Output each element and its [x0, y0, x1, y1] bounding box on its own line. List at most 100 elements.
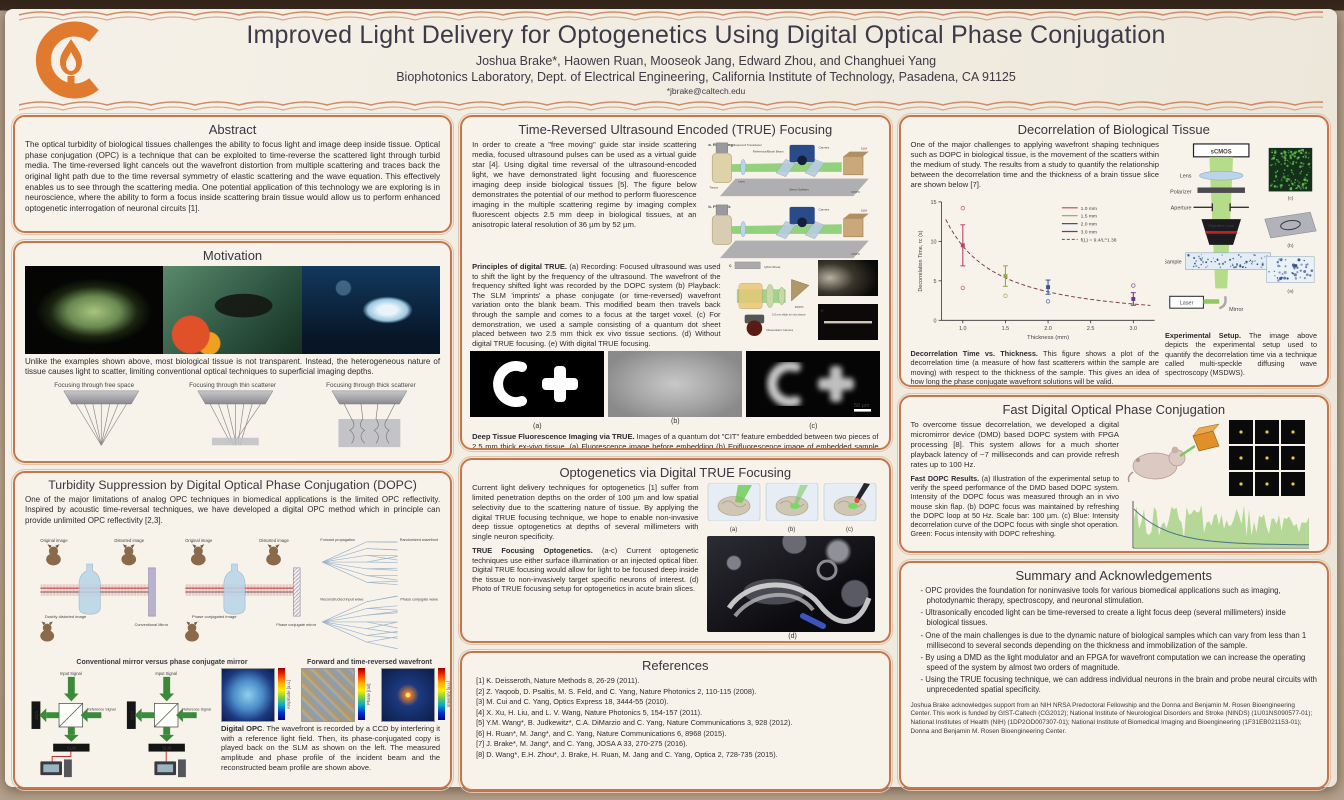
- poster-affiliation: Biophotonics Laboratory, Dept. of Electr…: [396, 70, 1016, 84]
- motivation-body: Unlike the examples shown above, most bi…: [25, 357, 441, 377]
- summary-section: Summary and Acknowledgements OPC provide…: [896, 559, 1332, 791]
- label-slm: SLM: [860, 147, 867, 151]
- decorrelation-body: One of the major challenges to applying …: [910, 140, 1159, 189]
- focused-light-panel: (b): [765, 482, 819, 533]
- opto-label-c: (c): [846, 527, 854, 533]
- deep-tissue-caption: Deep Tissue Fluorescence Imaging via TRU…: [472, 432, 879, 450]
- focusing-diagram: [63, 390, 408, 448]
- abstract-title: Abstract: [208, 122, 257, 137]
- experimental-setup-caption: Experimental Setup. The image above depi…: [1165, 331, 1317, 378]
- references-title: References: [642, 658, 709, 673]
- label-ultrasound-transducer: Ultrasound Transducer: [731, 143, 761, 147]
- label-lens: Lens: [738, 180, 745, 184]
- label-phase-conjugate-wave: Phase conjugate wave: [400, 598, 438, 602]
- label-mirror: Mirror: [1229, 307, 1243, 313]
- left-column: Abstract The optical turbidity of biolog…: [10, 113, 455, 791]
- label-slm-2: SLM: [860, 209, 867, 213]
- fast-dopc-figures: [1125, 420, 1317, 551]
- glasswing-butterfly-photo: [163, 266, 302, 354]
- label-tissue-thickness: 2.5 mm thick ex vivo tissue: [772, 313, 806, 317]
- summary-title: Summary and Acknowledgements: [1015, 568, 1213, 583]
- true-diagrams: a. Recording Ultrasound Transducer Tissu…: [703, 140, 879, 260]
- label-qdot-sheet: QDot Sheet: [764, 265, 780, 269]
- label-slm-bar: SLM: [67, 746, 76, 751]
- label-camera: Camera: [818, 146, 829, 150]
- opto-label-a: (a): [729, 527, 738, 533]
- svg-text:2.0 mm: 2.0 mm: [1080, 222, 1096, 228]
- svg-text:1.0 mm: 1.0 mm: [1080, 206, 1096, 212]
- references-list: [1] K. Deisseroth, Nature Methods 8, 26-…: [472, 676, 878, 761]
- label-phase-conjugated-image: Phase conjugated image: [192, 614, 237, 619]
- label-dopc-3: DOPC: [794, 305, 804, 309]
- svg-text:2.0: 2.0: [1044, 326, 1052, 332]
- optogenetics-title: Optogenetics via Digital TRUE Focusing: [559, 465, 792, 480]
- label-distorted-image-1: Distorted image: [114, 538, 144, 543]
- sublabel-c: (c): [809, 423, 818, 431]
- abstract-body: The optical turbidity of biological tiss…: [25, 140, 441, 213]
- reference-item: [5] Y.M. Wang*, B. Judkewitz*, C.A. DiMa…: [476, 718, 793, 728]
- optogenetics-section: Optogenetics via Digital TRUE Focusing C…: [458, 456, 893, 645]
- true-body: In order to create a "free moving" guide…: [472, 140, 697, 229]
- label-laser: Laser: [1180, 301, 1194, 307]
- decorrelation-section: Decorrelation of Biological Tissue One o…: [896, 113, 1332, 389]
- fluorescence-true: 50 µm (c): [746, 351, 881, 431]
- label-input-signal: Input Signal: [60, 671, 82, 676]
- transparent-frog-photo: [25, 266, 164, 354]
- label-ccd: CCD: [129, 711, 134, 720]
- caltech-logo: [31, 19, 111, 103]
- opc-cat-diagram: Original image Distorted image Conventio…: [40, 538, 439, 650]
- label-dopc-2: DOPC: [851, 252, 860, 256]
- reconstructed-map: Intensity [a.u.]: [381, 668, 450, 723]
- dopc-schematic: Input Signal CCD Reference Signal SLM In…: [31, 671, 211, 778]
- reference-item: [7] J. Brake*, M. Jang*, and C. Yang, JO…: [476, 739, 688, 749]
- label-beam-splitters: Beam Splitters: [789, 187, 809, 191]
- optogenetics-caption: TRUE Focusing Optogenetics. (a-c) Curren…: [472, 546, 699, 594]
- inset-label-b: (b): [1287, 243, 1293, 249]
- poster-title: Improved Light Delivery for Optogenetics…: [246, 21, 1166, 49]
- poster-authors: Joshua Brake*, Haowen Ruan, Mooseok Jang…: [475, 54, 937, 68]
- svg-text:f(L) = 9.4/L^1.38: f(L) = 9.4/L^1.38: [1080, 237, 1116, 243]
- middle-column: Time-Reversed Ultrasound Encoded (TRUE) …: [458, 113, 893, 793]
- label-randomized-wavefront: Randomized wavefront: [400, 538, 439, 542]
- inset-label-c: (c): [1288, 195, 1294, 201]
- without-true-image: d: [817, 260, 878, 296]
- summary-bullet: Using the TRUE focusing technique, we ca…: [921, 675, 1317, 695]
- principles-caption: Principles of digital TRUE. (a) Recordin…: [472, 262, 721, 348]
- acknowledgements-text: Joshua Brake acknowledges support from a…: [910, 701, 1313, 735]
- true-title: Time-Reversed Ultrasound Encoded (TRUE) …: [518, 122, 833, 137]
- lens-label-free-space: Focusing through free space: [54, 381, 135, 389]
- inset-label-a: (a): [1287, 288, 1293, 294]
- svg-text:15: 15: [930, 200, 936, 206]
- cit-image-sharp: [470, 351, 605, 418]
- label-distorted-image-2: Distorted image: [259, 538, 289, 543]
- fluorescence-embedded: (b): [608, 351, 743, 430]
- with-true-image: e: [817, 304, 878, 340]
- lens-label-thick-scatterer: Focusing through thick scatterer: [326, 381, 416, 389]
- label-scmos: sCMOS: [1211, 149, 1232, 155]
- label-ccd: CCD: [34, 711, 39, 720]
- scalebar-label: 50 µm: [854, 403, 870, 409]
- label-input-signal: Input Signal: [155, 671, 177, 676]
- label-d: d: [821, 264, 824, 269]
- svg-text:1.5 mm: 1.5 mm: [1080, 214, 1096, 220]
- wavefront-colormaps: Amplitude [a.u.] Phase [rad] Intensity […: [221, 668, 450, 723]
- recording-diagram: a. Recording Ultrasound Transducer Tissu…: [708, 142, 869, 197]
- label-phase-conjugate-mirror: Phase conjugate mirror: [276, 623, 317, 627]
- sublabel-b: (b): [671, 418, 680, 426]
- reference-item: [3] M. Cui and C. Yang, Optics Express 1…: [476, 697, 669, 707]
- decorrelation-title: Decorrelation of Biological Tissue: [1017, 122, 1210, 137]
- motivation-section: Motivation Unlike the examples shown abo…: [10, 239, 455, 465]
- poster-email: *jbrake@caltech.edu: [666, 86, 746, 96]
- svg-text:3.0: 3.0: [1129, 326, 1137, 332]
- optogenetics-figures: (a) (b): [706, 482, 879, 640]
- phase-map: Phase [rad]: [301, 668, 371, 723]
- label-aperture: Aperture: [1171, 206, 1192, 212]
- reference-item: [6] H. Ruan*, M. Jang*, and C. Yang, Nat…: [476, 728, 727, 738]
- amplitude-map: Amplitude [a.u.]: [221, 668, 291, 723]
- summary-bullets: OPC provides the foundation for noninvas…: [911, 586, 1317, 695]
- fast-dopc-body: To overcome tissue decorrelation, we dev…: [910, 420, 1119, 469]
- optogenetics-body: Current light delivery techniques for op…: [472, 483, 699, 542]
- reference-item: [2] Z. Yaqoob, D. Psaltis, M. S. Feld, a…: [476, 686, 757, 696]
- epifluorescence-image: [608, 351, 743, 418]
- label-sample: Sample: [1165, 260, 1182, 266]
